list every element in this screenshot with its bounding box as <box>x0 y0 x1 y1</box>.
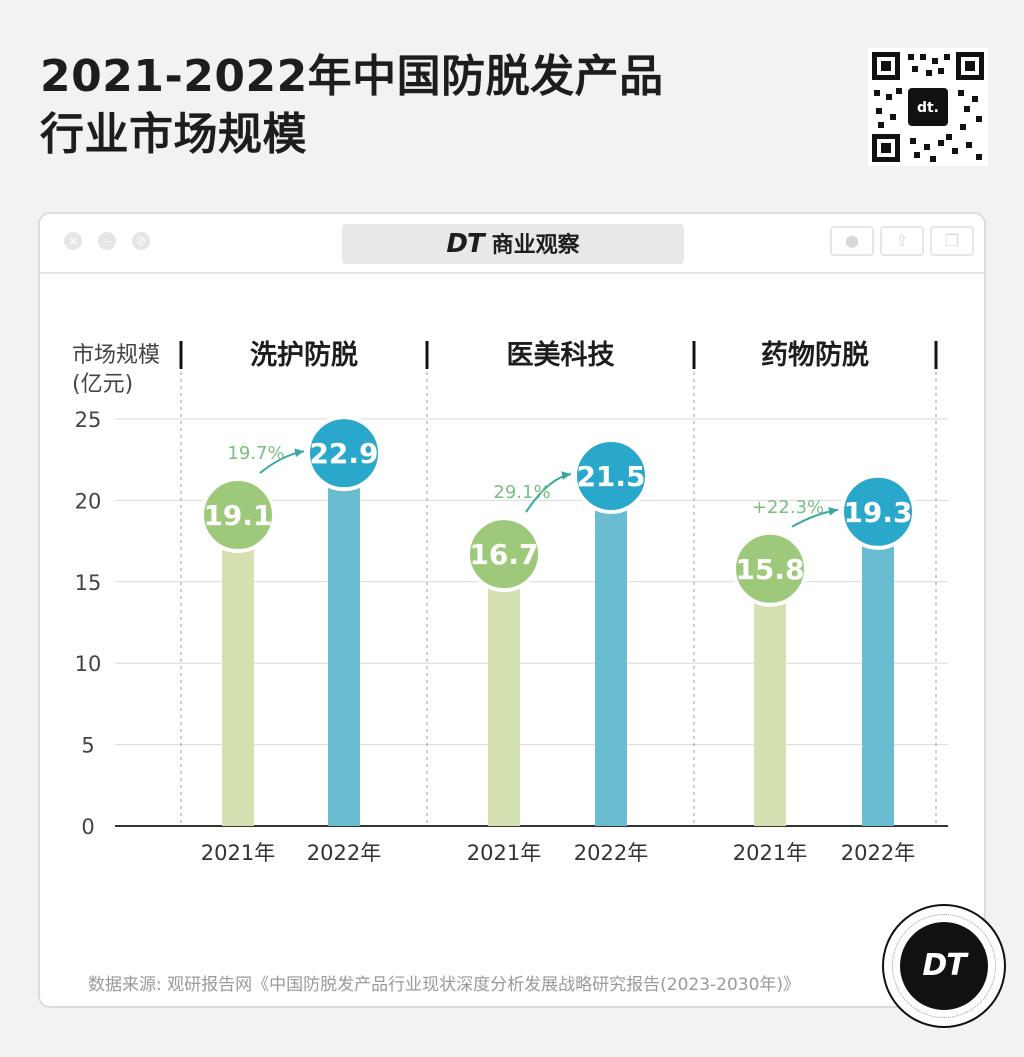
brand-bar: DT 商业观察 <box>342 224 684 264</box>
x-tick-label: 2021年 <box>733 841 807 865</box>
share-button[interactable]: ⇪ <box>880 226 924 256</box>
close-icon[interactable]: × <box>64 232 82 250</box>
x-tick-label: 2021年 <box>467 841 541 865</box>
dt-badge: DT <box>882 904 1006 1028</box>
source-note: 数据来源: 观研报告网《中国防脱发产品行业现状深度分析发展战略研究报告(2023… <box>88 975 801 995</box>
value-bubble <box>466 516 542 593</box>
growth-arrowhead <box>828 507 838 516</box>
record-button[interactable]: ● <box>830 226 874 256</box>
data-label: 19.1 <box>203 499 272 532</box>
minimize-icon[interactable]: – <box>98 232 116 250</box>
svg-text:dt.: dt. <box>917 100 939 116</box>
y-tick-label: 0 <box>81 815 94 839</box>
record-icon: ● <box>845 231 859 250</box>
bar <box>488 554 520 826</box>
page-title: 2021-2022年中国防脱发产品 行业市场规模 <box>40 48 664 164</box>
y-tick-label: 25 <box>75 408 102 432</box>
brand-name: 商业观察 <box>491 233 580 258</box>
qr-code-icon: dt. <box>868 48 988 166</box>
title-line-1: 2021-2022年中国防脱发产品 <box>40 51 664 102</box>
x-tick-label: 2021年 <box>201 841 275 865</box>
data-label: 22.9 <box>309 437 378 470</box>
badge-ring <box>892 914 996 1018</box>
value-bubble <box>306 415 382 492</box>
y-tick-label: 10 <box>75 652 102 676</box>
y-axis-label: 市场规模 <box>72 343 160 368</box>
copy-button[interactable]: ❐ <box>930 226 974 256</box>
value-bubble <box>840 473 916 550</box>
maximize-icon[interactable]: ⊘ <box>132 232 150 250</box>
growth-arrowhead <box>294 448 304 458</box>
x-tick-label: 2022年 <box>574 841 648 865</box>
window-title-bar: × – ⊘ DT 商业观察 ● ⇪ ❐ <box>40 214 984 274</box>
y-axis-unit: (亿元) <box>72 372 133 397</box>
title-line-2: 行业市场规模 <box>40 109 307 160</box>
badge-logo: DT <box>900 922 988 1010</box>
group-title: 医美科技 <box>507 339 615 371</box>
copy-icon: ❐ <box>944 231 960 250</box>
group-title: 洗护防脱 <box>250 340 358 371</box>
x-tick-label: 2022年 <box>307 841 381 865</box>
bar <box>595 475 627 826</box>
bar <box>862 511 894 826</box>
value-bubble <box>200 477 276 554</box>
data-label: 16.7 <box>469 538 538 571</box>
data-label: 15.8 <box>735 553 804 586</box>
group-title: 药物防脱 <box>761 340 869 371</box>
data-label: 21.5 <box>576 460 645 493</box>
y-tick-label: 15 <box>75 571 102 595</box>
growth-arrowhead <box>561 471 571 480</box>
y-tick-label: 20 <box>75 489 102 513</box>
bar <box>754 568 786 826</box>
x-tick-label: 2022年 <box>841 841 915 865</box>
bar <box>222 515 254 826</box>
brand-logo: DT <box>446 229 484 259</box>
growth-label: +22.3% <box>752 497 824 518</box>
share-icon: ⇪ <box>895 231 909 250</box>
growth-label: 19.7% <box>227 443 284 464</box>
y-tick-label: 5 <box>81 734 94 758</box>
growth-label: 29.1% <box>493 482 550 503</box>
value-bubble <box>573 437 649 514</box>
bar <box>328 453 360 826</box>
data-label: 19.3 <box>843 496 912 529</box>
value-bubble <box>732 530 808 607</box>
